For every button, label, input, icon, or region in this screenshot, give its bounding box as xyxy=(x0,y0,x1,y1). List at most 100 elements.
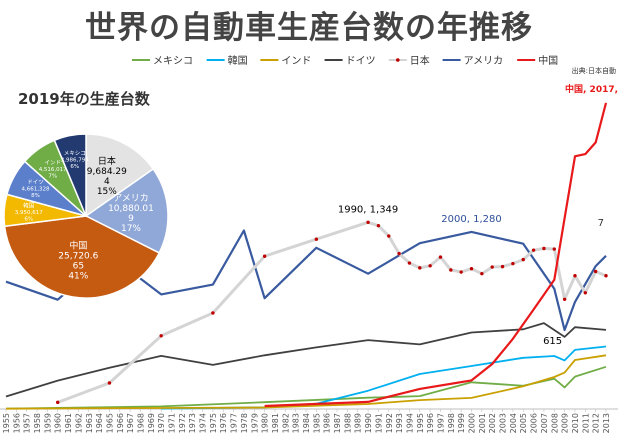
pie-slice-label: 25,720.6 xyxy=(58,251,98,261)
x-tick-label: 1969 xyxy=(147,413,156,433)
x-tick-label: 2013 xyxy=(602,413,611,433)
series-line xyxy=(161,345,607,410)
series-line xyxy=(5,229,607,332)
legend-item: 日本 xyxy=(388,54,430,67)
x-tick-label: 1984 xyxy=(302,413,311,433)
legend-label: インド xyxy=(281,56,311,67)
x-tick-label: 2007 xyxy=(540,413,549,433)
x-tick-label: 1971 xyxy=(168,413,177,433)
pie-slice-label: 17% xyxy=(121,224,141,234)
series-point-japan xyxy=(542,246,546,251)
x-tick-label: 1978 xyxy=(240,413,249,433)
series-point-japan xyxy=(418,266,422,270)
x-tick-label: 1991 xyxy=(374,413,383,433)
x-tick-label: 1977 xyxy=(230,413,239,433)
x-tick-label: 2012 xyxy=(592,413,601,433)
series-point-japan xyxy=(107,381,112,385)
pie-slice-label: 4,661,328 xyxy=(22,186,50,192)
pie-slice-label: ドイツ xyxy=(27,180,44,186)
series-point-japan xyxy=(56,400,60,405)
legend-item: アメリカ xyxy=(442,55,504,67)
x-tick-label: 1980 xyxy=(261,413,270,433)
x-tick-label: 2009 xyxy=(561,413,570,433)
x-tick-label: 1997 xyxy=(436,413,445,433)
x-tick-label: 1963 xyxy=(85,413,94,433)
legend-label: 韓国 xyxy=(228,55,248,67)
x-tick-label: 1956 xyxy=(12,413,21,433)
x-tick-label: 1988 xyxy=(343,413,352,433)
series-point-japan xyxy=(573,274,577,278)
legend-label: 日本 xyxy=(410,54,430,67)
pie-slice-label: 7% xyxy=(48,174,57,180)
legend-item: 韓国 xyxy=(206,55,248,67)
series-line xyxy=(5,354,607,410)
series-point-japan xyxy=(593,269,598,274)
series-point-japan xyxy=(438,255,443,259)
legend-item: メキシコ xyxy=(132,56,193,67)
pie-slice-label: 9,684.29 xyxy=(87,167,127,177)
series-point-japan xyxy=(500,264,505,269)
x-tick-label: 1972 xyxy=(178,413,187,433)
x-tick-label: 1960 xyxy=(54,413,63,433)
series-point-japan xyxy=(211,311,215,315)
legend-item: ドイツ xyxy=(324,56,376,67)
legend-marker xyxy=(396,58,400,62)
annotation-label: 1990, 1,349 xyxy=(338,204,398,215)
x-tick-label: 1998 xyxy=(447,413,456,433)
x-tick-label: 1993 xyxy=(395,413,404,433)
series-point-japan xyxy=(459,270,463,274)
x-tick-label: 1987 xyxy=(333,413,342,433)
pie-slice-label: アメリカ xyxy=(113,193,149,204)
x-tick-label: 1979 xyxy=(250,413,259,433)
pie-slice xyxy=(84,167,169,254)
series-point-japan xyxy=(262,254,267,258)
x-tick-label: 2011 xyxy=(581,413,590,433)
x-tick-label: 1959 xyxy=(43,413,52,433)
x-tick-label: 1982 xyxy=(281,413,290,433)
pie-slice-label: 10,880.01 xyxy=(108,204,154,214)
pie-slice xyxy=(3,215,161,299)
page-title: 世界の自動車生産台数の年推移 xyxy=(85,10,533,46)
pie-slice-label: 中国 xyxy=(69,239,87,251)
annotation-label: 中国, 2017, 2 xyxy=(565,83,618,95)
x-tick-label: 1990 xyxy=(364,413,373,433)
pie-slice-label: 3,950,617 xyxy=(15,210,43,216)
x-tick-label: 2001 xyxy=(478,413,487,433)
pie-slice-label: 韓国 xyxy=(23,201,35,209)
series-line xyxy=(264,102,608,408)
legend-item: インド xyxy=(260,56,311,67)
pie-slice-label: メキシコ xyxy=(64,150,86,157)
series-line xyxy=(5,365,607,410)
pie-slice-label: 6% xyxy=(70,164,79,170)
pie-slice-label: 日本 xyxy=(98,155,116,167)
x-tick-label: 1968 xyxy=(136,413,145,433)
pie-slice-label: 6% xyxy=(24,216,33,222)
pie-slice-label: 4,516,017 xyxy=(39,167,67,173)
pie-slice-label: 3,986,794 xyxy=(61,158,89,164)
series-point-japan xyxy=(480,271,484,276)
x-tick-label: 1974 xyxy=(199,413,208,433)
x-tick-label: 1962 xyxy=(74,413,83,433)
series-point-japan xyxy=(366,220,370,225)
series-point-japan xyxy=(521,257,525,262)
source-note: 出典:日本自動 xyxy=(571,67,616,75)
pie-slice-label: インド xyxy=(44,161,61,167)
pie-slice-label: 9 xyxy=(128,214,134,224)
series-point-japan xyxy=(387,234,391,238)
x-tick-label: 1973 xyxy=(188,413,197,433)
pie-slice-label: 41% xyxy=(68,271,88,281)
legend-label: 中国 xyxy=(538,54,558,67)
series-point-japan xyxy=(604,274,608,278)
series-point-japan xyxy=(407,261,412,265)
x-tick-label: 1999 xyxy=(457,413,466,433)
series-point-japan xyxy=(159,334,163,338)
pie-slice-label: 65 xyxy=(73,261,84,271)
annotation-label: 7 xyxy=(598,218,604,229)
x-tick-label: 1967 xyxy=(126,413,135,433)
x-tick-label: 1995 xyxy=(416,413,425,433)
x-tick-label: 1970 xyxy=(157,413,166,433)
legend-label: アメリカ xyxy=(464,55,504,67)
series-point-japan xyxy=(583,291,588,295)
pie-slice-label: 8% xyxy=(31,193,40,199)
